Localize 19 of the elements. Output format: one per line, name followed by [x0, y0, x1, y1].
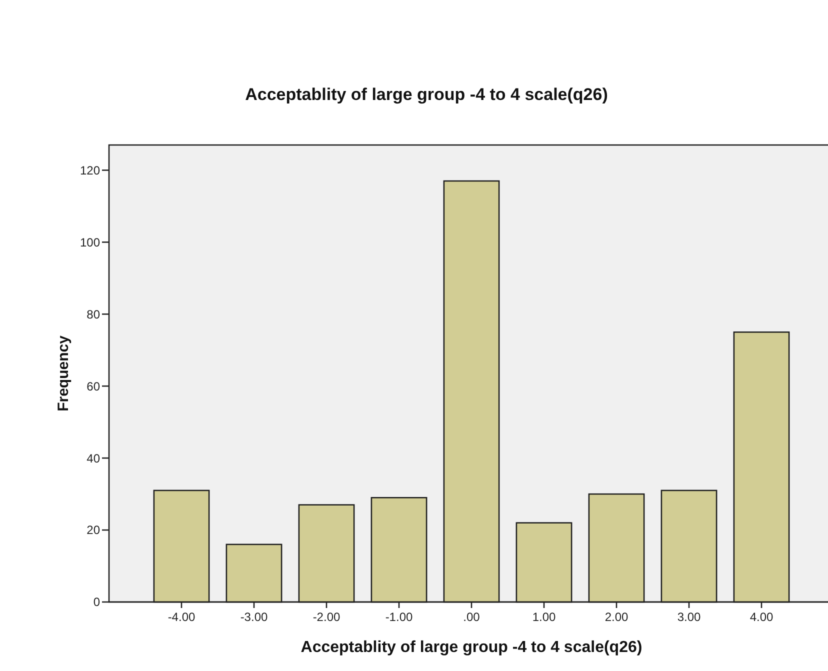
- y-axis-title: Frequency: [55, 334, 72, 412]
- y-tick-label: 60: [86, 379, 100, 394]
- x-tick-label: .00: [463, 610, 480, 624]
- y-tick-label: 100: [80, 235, 100, 250]
- y-tick-label: 80: [86, 307, 100, 322]
- x-tick-label: -3.00: [240, 610, 268, 624]
- y-tick-label: 40: [86, 451, 100, 466]
- y-tick-label: 120: [80, 163, 100, 178]
- x-tick-label: 3.00: [677, 610, 701, 624]
- x-tick-label: -1.00: [385, 610, 413, 624]
- chart-title: Acceptablity of large group -4 to 4 scale(q26): [245, 85, 608, 104]
- x-axis-title: Acceptablity of large group -4 to 4 scale(q26): [300, 639, 642, 656]
- x-tick-label: 2.00: [604, 610, 628, 624]
- y-tick-label: 0: [93, 595, 100, 610]
- y-tick-label: 20: [86, 523, 100, 538]
- x-tick-label: -2.00: [312, 610, 340, 624]
- x-tick-label: 4.00: [750, 610, 774, 624]
- x-tick-label: -4.00: [168, 610, 196, 624]
- x-tick-label: 1.00: [532, 610, 556, 624]
